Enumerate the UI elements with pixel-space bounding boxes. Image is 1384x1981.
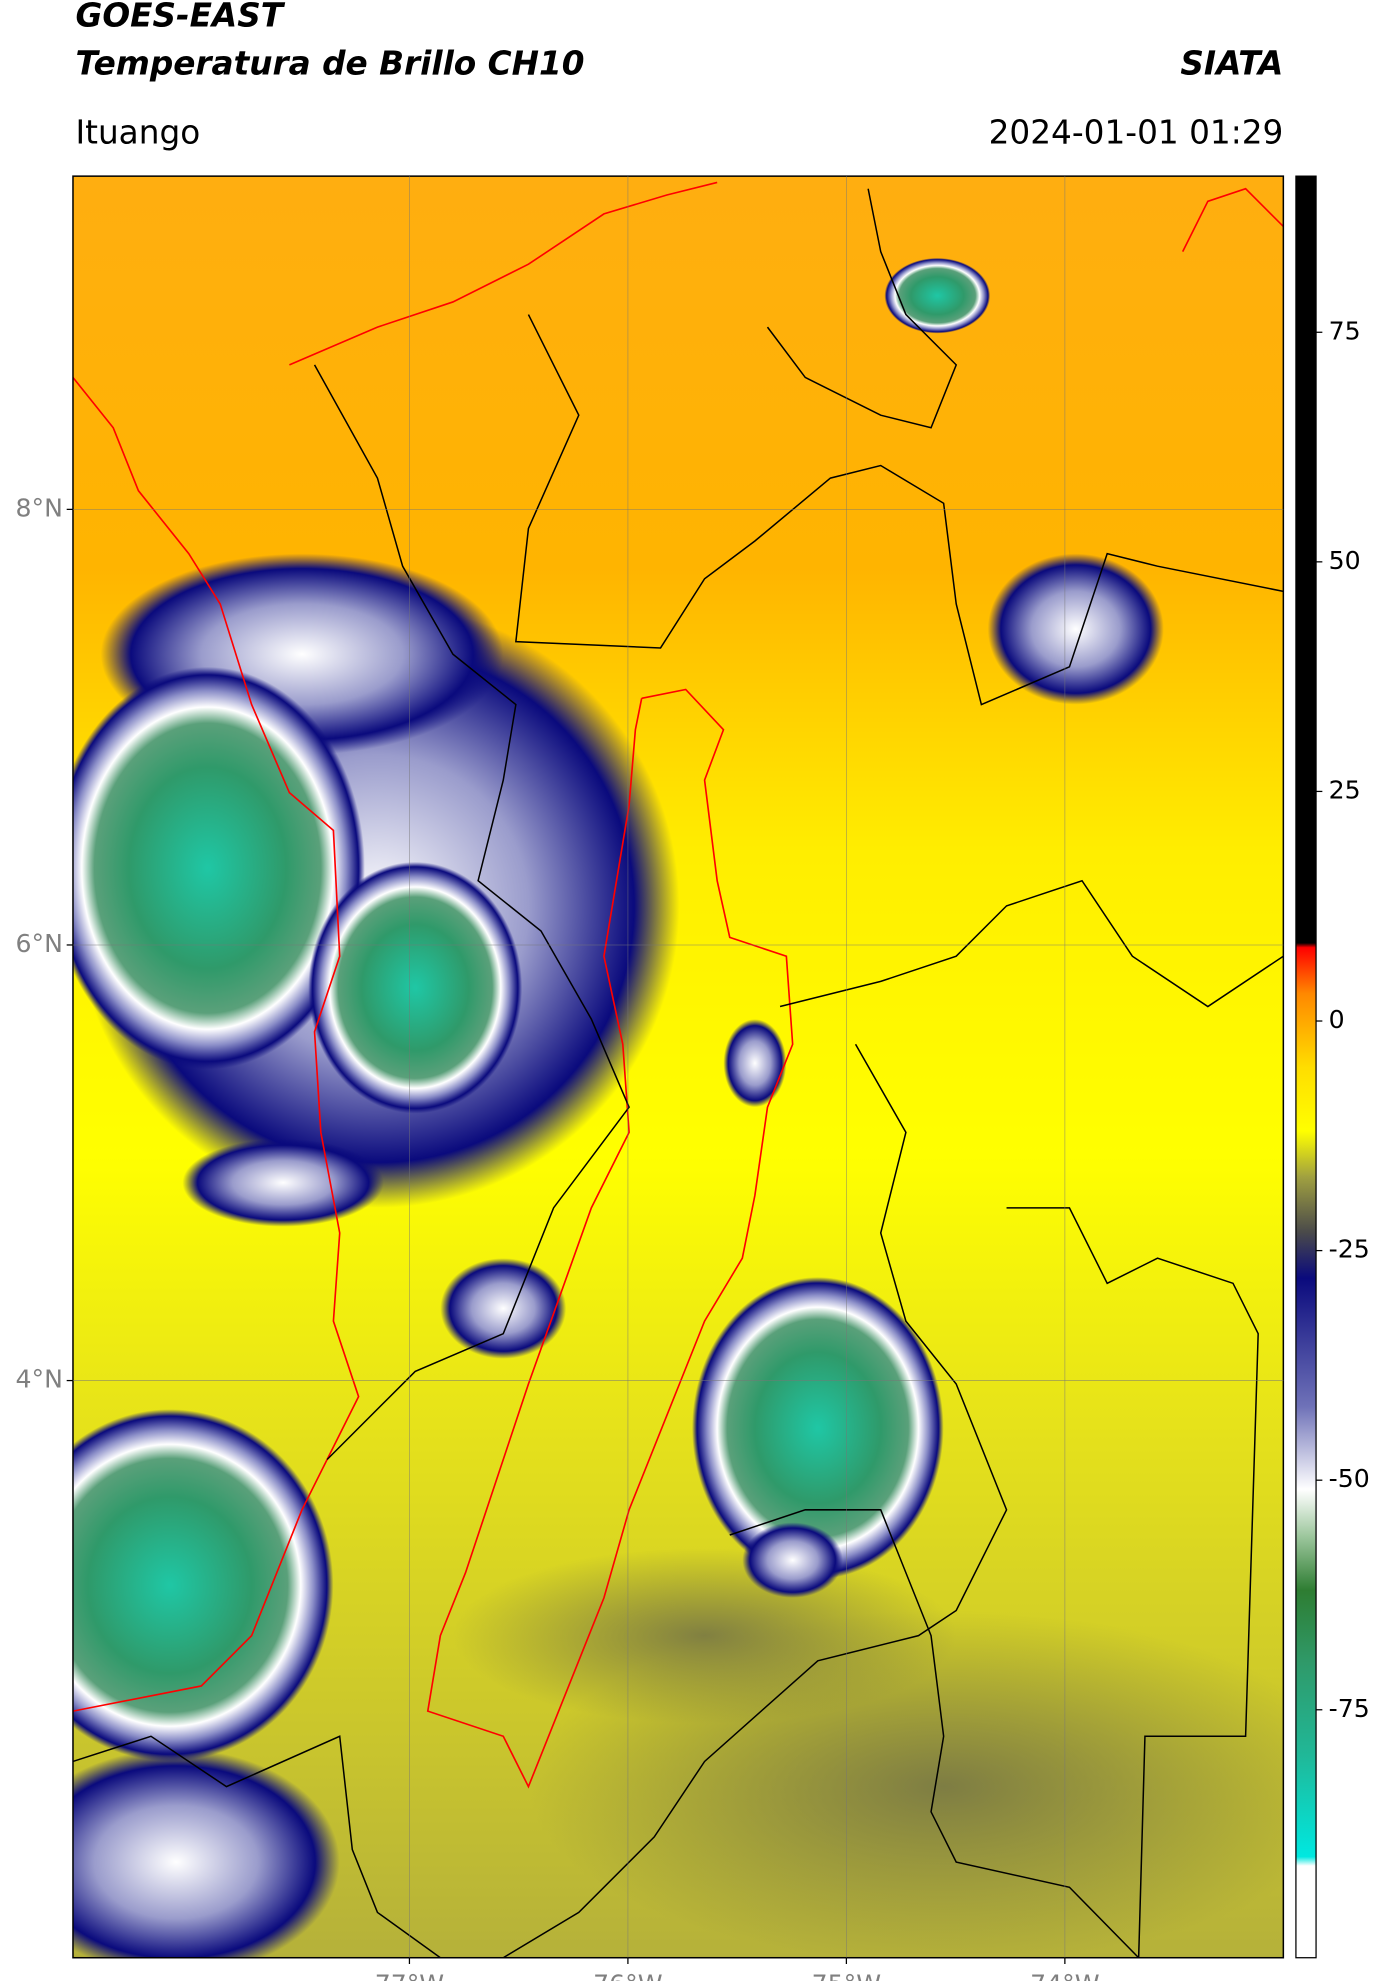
colorbar-tick-label: 75 <box>1329 316 1361 345</box>
colorbar-tick-label: -50 <box>1329 1464 1370 1493</box>
subtitle: Temperatura de Brillo CH10 <box>75 44 584 82</box>
datetime: 2024-01-01 01:29 <box>989 114 1284 152</box>
y-tick-label: 4°N <box>16 1365 63 1394</box>
map-frame <box>72 175 1285 1959</box>
y-tick-label: 6°N <box>16 929 63 958</box>
x-tick-label: 75°W <box>812 1969 882 1981</box>
colorbar-tick-label: -25 <box>1329 1235 1370 1264</box>
satellite-image <box>72 176 1284 1958</box>
x-tick-label: 74°W <box>1030 1969 1100 1981</box>
colorbar-tick-label: -75 <box>1329 1694 1370 1723</box>
y-tick-label: 8°N <box>16 493 63 522</box>
x-tick-label: 76°W <box>593 1969 663 1981</box>
title: GOES-EAST <box>75 0 285 35</box>
location: Ituango <box>75 114 200 152</box>
colorbar-tick-label: 25 <box>1329 775 1361 804</box>
colorbar-tick-label: 50 <box>1329 546 1361 575</box>
x-tick-label: 77°W <box>375 1969 445 1981</box>
colorbar-tick-label: 0 <box>1329 1005 1345 1034</box>
colorbar <box>1295 175 1317 1959</box>
source: SIATA <box>1180 44 1283 82</box>
